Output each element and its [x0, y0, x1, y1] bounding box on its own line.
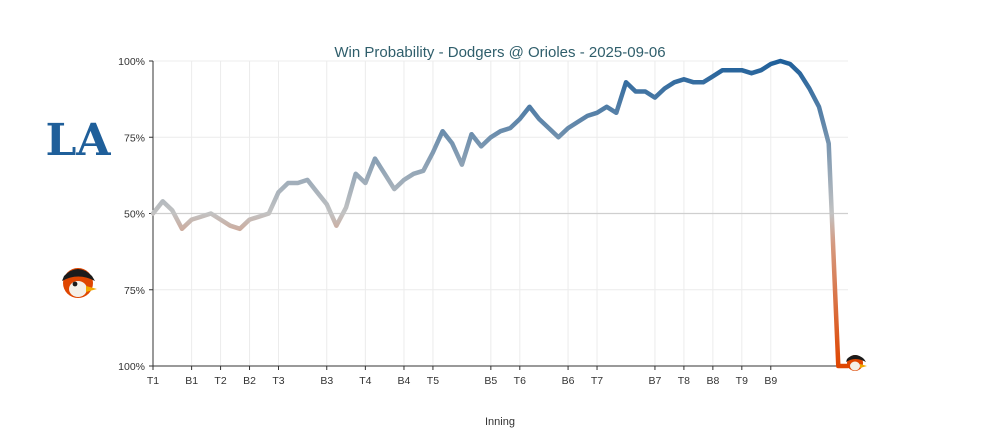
x-tick-label: T3	[272, 375, 284, 387]
dodgers-logo: LA	[45, 115, 111, 166]
x-tick-label: T1	[147, 375, 159, 387]
y-tick-label: 100%	[118, 56, 145, 68]
y-tick-label: 75%	[124, 285, 145, 297]
orioles-end-marker	[846, 355, 867, 371]
chart-title: Win Probability - Dodgers @ Orioles - 20…	[334, 44, 665, 61]
x-tick-label: B5	[484, 375, 497, 387]
orioles-end-marker-beak	[860, 364, 867, 368]
x-tick-label: B3	[320, 375, 333, 387]
x-axis-label: Inning	[485, 416, 515, 428]
orioles-bird-eye	[72, 281, 78, 287]
win-probability-line	[150, 58, 851, 369]
series-layer	[150, 58, 851, 369]
axis-layer: 100%75%50%75%100%T1 B1 T2 B2 T3 B3 T4 B4 T5 B5 T6 B…	[118, 56, 848, 387]
orioles-end-marker-cap	[846, 355, 866, 362]
x-tick-label: B4	[398, 375, 411, 387]
dodgers-logo-text: LA	[45, 115, 111, 166]
orioles-bird-face	[69, 281, 87, 297]
orioles-bird-cap	[62, 269, 95, 281]
x-tick-label: T6	[514, 375, 526, 387]
grid-layer	[152, 60, 848, 367]
y-tick-label: 50%	[124, 209, 145, 221]
x-tick-label: B2	[243, 375, 256, 387]
x-tick-label: T2	[214, 375, 226, 387]
y-tick-label: 100%	[118, 361, 145, 373]
x-tick-label: B6	[562, 375, 575, 387]
x-tick-label: T7	[591, 375, 603, 387]
y-tick-label: 75%	[124, 132, 145, 144]
x-tick-label: T4	[359, 375, 371, 387]
x-tick-label: B1	[185, 375, 198, 387]
x-tick-label: T8	[678, 375, 690, 387]
orioles-end-marker-face	[850, 361, 860, 371]
x-tick-label: B7	[649, 375, 662, 387]
orioles-bird-beak	[86, 286, 97, 292]
x-tick-label: B9	[764, 375, 777, 387]
orioles-logo	[62, 268, 97, 298]
x-tick-label: T9	[736, 375, 748, 387]
x-tick-label: B8	[706, 375, 719, 387]
x-tick-label: T5	[427, 375, 439, 387]
